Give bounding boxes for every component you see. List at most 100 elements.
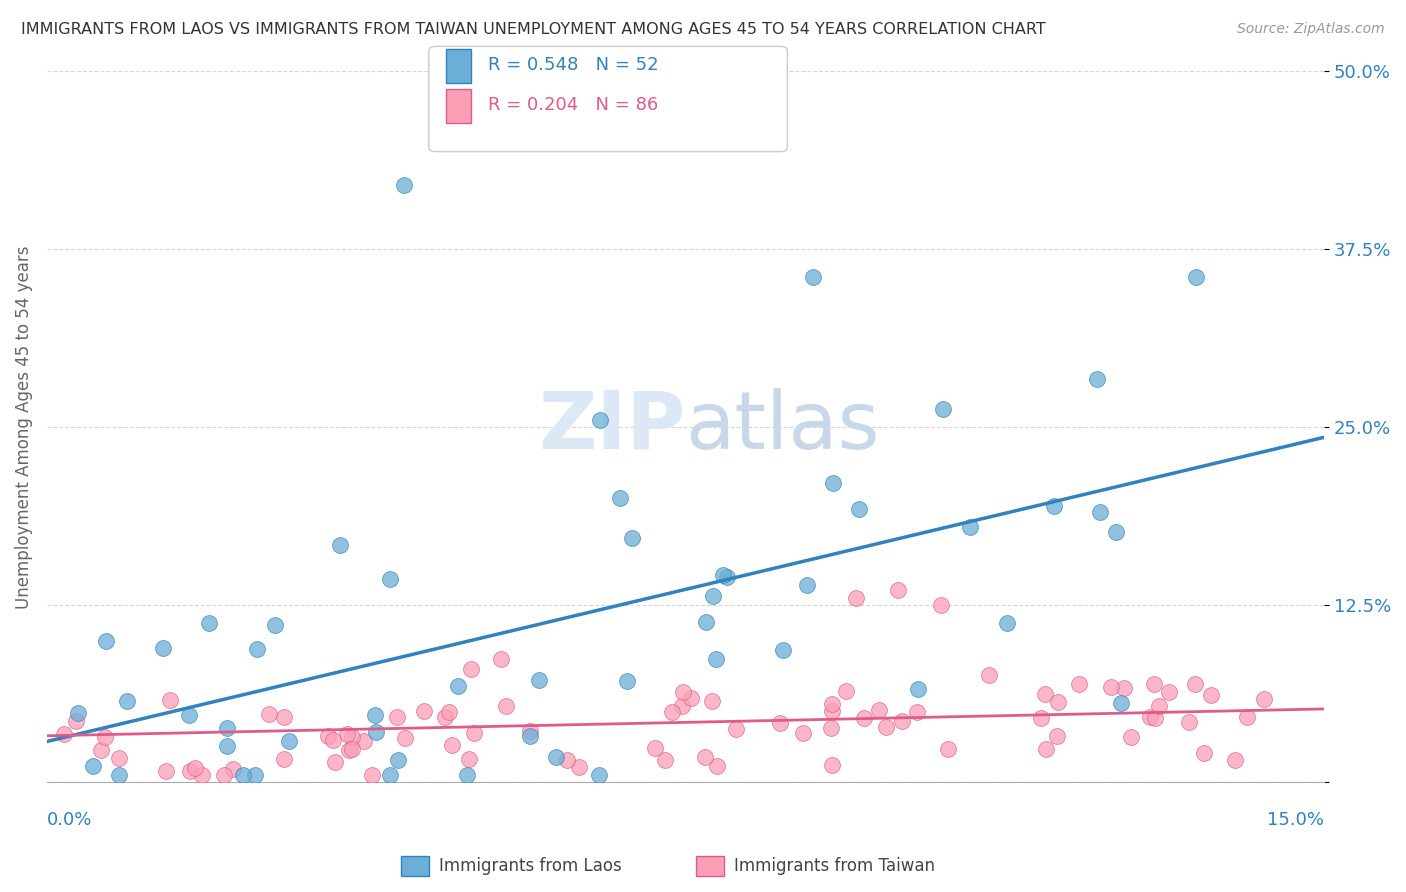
Point [959, 519, 981, 533]
Point [1149, 698, 1171, 713]
Point [929, 598, 952, 612]
Point [821, 705, 844, 719]
Point [835, 683, 858, 698]
Point [1112, 681, 1135, 695]
Point [1109, 696, 1132, 710]
Point [711, 568, 734, 582]
Point [1046, 729, 1069, 743]
Text: ZIP: ZIP [538, 388, 685, 466]
Point [489, 652, 512, 666]
Point [681, 690, 703, 705]
Point [845, 591, 868, 605]
Point [609, 491, 631, 505]
Point [1035, 742, 1057, 756]
Text: R = 0.204   N = 86: R = 0.204 N = 86 [488, 96, 658, 114]
Point [801, 270, 824, 285]
Point [337, 743, 360, 757]
Point [792, 726, 814, 740]
Point [378, 768, 401, 782]
Point [820, 758, 842, 772]
Point [385, 710, 408, 724]
Point [273, 710, 295, 724]
Point [340, 731, 363, 745]
Text: R = 0.548   N = 52: R = 0.548 N = 52 [488, 56, 658, 74]
Point [588, 768, 610, 782]
Point [463, 725, 485, 739]
Point [52, 727, 75, 741]
Point [108, 768, 131, 782]
Point [1192, 747, 1215, 761]
Point [183, 761, 205, 775]
Point [848, 501, 870, 516]
Point [1253, 692, 1275, 706]
Point [891, 714, 914, 728]
Point [65, 714, 87, 729]
Point [527, 673, 550, 687]
Point [932, 401, 955, 416]
Point [215, 721, 238, 735]
Point [671, 698, 693, 713]
Point [654, 753, 676, 767]
Point [353, 733, 375, 747]
Point [589, 412, 612, 426]
Point [366, 725, 388, 739]
Point [364, 708, 387, 723]
Point [1119, 731, 1142, 745]
Point [695, 615, 717, 629]
Point [907, 682, 929, 697]
Point [155, 764, 177, 779]
Text: IMMIGRANTS FROM LAOS VS IMMIGRANTS FROM TAIWAN UNEMPLOYMENT AMONG AGES 45 TO 54 : IMMIGRANTS FROM LAOS VS IMMIGRANTS FROM … [21, 22, 1046, 37]
Point [616, 674, 638, 689]
Point [555, 753, 578, 767]
Point [821, 697, 844, 711]
Point [1087, 372, 1109, 386]
Point [820, 721, 842, 735]
Point [875, 720, 897, 734]
Point [1139, 710, 1161, 724]
Point [434, 710, 457, 724]
Point [1225, 753, 1247, 767]
Point [772, 643, 794, 657]
Point [716, 570, 738, 584]
Point [191, 768, 214, 782]
Text: 15.0%: 15.0% [1267, 811, 1324, 829]
Point [413, 704, 436, 718]
Point [96, 634, 118, 648]
Point [620, 531, 643, 545]
Point [212, 768, 235, 782]
Point [246, 641, 269, 656]
Text: atlas: atlas [685, 388, 880, 466]
Point [394, 731, 416, 745]
Point [179, 764, 201, 778]
Point [197, 615, 219, 630]
Point [90, 742, 112, 756]
Point [704, 651, 727, 665]
Point [360, 768, 382, 782]
Point [263, 618, 285, 632]
Point [868, 703, 890, 717]
Point [796, 578, 818, 592]
Point [672, 684, 695, 698]
Point [107, 751, 129, 765]
Point [546, 749, 568, 764]
Point [1201, 689, 1223, 703]
Point [693, 750, 716, 764]
Point [323, 755, 346, 769]
Point [702, 694, 724, 708]
Point [222, 762, 245, 776]
Point [456, 768, 478, 782]
Point [725, 722, 748, 736]
Point [1185, 270, 1208, 285]
Point [936, 742, 959, 756]
Point [66, 706, 89, 721]
Point [853, 711, 876, 725]
Point [1143, 677, 1166, 691]
Point [243, 768, 266, 782]
Point [277, 734, 299, 748]
Point [394, 178, 416, 192]
Point [152, 640, 174, 655]
Point [322, 733, 344, 747]
Point [644, 740, 666, 755]
Point [821, 475, 844, 490]
Point [706, 759, 728, 773]
